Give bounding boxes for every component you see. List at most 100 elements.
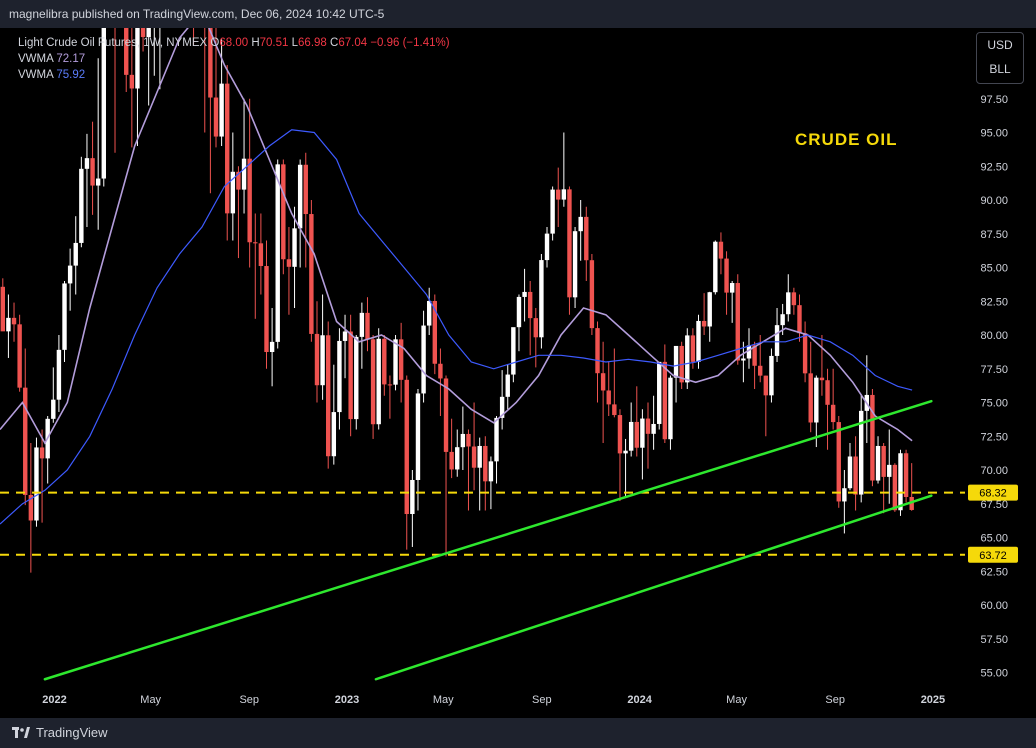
candle-body — [6, 317, 11, 332]
candle-body — [393, 339, 398, 385]
candle — [0, 278, 5, 332]
y-tick-label: 97.50 — [980, 94, 1008, 106]
candle — [129, 28, 135, 148]
unit-label: BLL — [989, 62, 1011, 76]
candle — [230, 132, 236, 241]
candle-body — [797, 305, 802, 334]
candle — [572, 227, 578, 308]
candles-layer — [0, 28, 914, 573]
change-value: −0.96 (−1.41%) — [370, 37, 450, 49]
low-value: 66.98 — [298, 37, 327, 49]
x-tick-label: May — [433, 694, 454, 706]
candle — [140, 28, 146, 52]
high-label: H — [251, 37, 260, 49]
candle — [617, 409, 623, 502]
candle-body — [320, 335, 325, 386]
candle-body — [875, 445, 881, 481]
candle-body — [230, 171, 236, 214]
y-tick-label: 90.00 — [980, 195, 1008, 207]
low-label: L — [291, 37, 299, 49]
candle-body — [247, 158, 252, 243]
candle — [213, 28, 219, 148]
candle-body — [634, 421, 639, 448]
vwma-fast-line — [0, 28, 913, 445]
price-level-badge — [968, 546, 1018, 563]
candle-body — [309, 214, 314, 334]
candle-body — [814, 377, 819, 423]
candle-body — [62, 283, 67, 350]
candle — [511, 327, 516, 383]
chart-area[interactable]: 55.00 57.50 60.00 62.50 65.00 67.50 70.00 72.50… — [0, 28, 1036, 718]
y-tick-label: 85.00 — [980, 263, 1008, 275]
legend-vwma-fast[interactable]: VWMA 72.17 — [18, 51, 450, 67]
candle-body — [791, 292, 797, 306]
candle-body — [337, 340, 342, 413]
candle-body — [326, 335, 331, 457]
candle-body — [90, 158, 95, 186]
candle — [264, 240, 269, 369]
tradingview-logo[interactable]: TradingView — [12, 725, 108, 740]
candle — [477, 437, 482, 511]
candle — [258, 213, 264, 295]
candle — [398, 322, 404, 403]
candle-body — [595, 328, 600, 374]
candle — [101, 28, 106, 187]
candle-body — [909, 497, 914, 510]
candle — [365, 297, 370, 352]
candle — [640, 409, 645, 480]
candle — [853, 436, 858, 511]
candle-body — [73, 242, 78, 266]
candle-body — [668, 377, 673, 440]
candle — [455, 429, 460, 477]
candle — [494, 416, 499, 484]
candle-body — [640, 418, 645, 448]
candle — [499, 370, 505, 430]
candle-body — [527, 291, 533, 319]
candle-body — [685, 335, 690, 383]
tradingview-logo-icon — [12, 726, 30, 738]
currency-unit-button[interactable]: USD BLL — [976, 32, 1024, 84]
candle — [623, 438, 628, 497]
candle — [701, 293, 707, 335]
candle — [354, 335, 359, 430]
candle-body — [438, 363, 443, 379]
candle — [359, 302, 365, 369]
candle — [769, 348, 774, 403]
candle-body — [95, 178, 101, 186]
candle-body — [701, 320, 707, 327]
levels-layer — [0, 491, 965, 556]
candle-body — [404, 379, 409, 515]
vwma-slow-value: 75.92 — [56, 69, 86, 81]
candle — [808, 341, 813, 433]
x-tick-label: May — [726, 694, 747, 706]
legend-vwma-slow[interactable]: VWMA 75.92 — [18, 67, 450, 83]
publisher-text: magnelibra published on TradingView.com,… — [9, 7, 385, 21]
x-tick-label: 2025 — [921, 694, 945, 706]
candle — [410, 470, 415, 547]
candle — [814, 375, 819, 448]
candle-body — [522, 291, 527, 297]
candle-body — [892, 464, 898, 511]
price-chart[interactable]: 55.00 57.50 60.00 62.50 65.00 67.50 70.00 72.50… — [0, 28, 1036, 718]
y-tick-label: 92.50 — [980, 161, 1008, 173]
candle — [567, 186, 572, 315]
candle — [628, 402, 634, 457]
candle — [466, 429, 471, 511]
candle-body — [258, 243, 264, 267]
candle-body — [903, 453, 909, 497]
candle — [774, 308, 780, 362]
candle — [51, 367, 56, 423]
candle-body — [84, 158, 90, 169]
vwma-slow-line — [0, 129, 913, 525]
price-level-label: 63.72 — [979, 550, 1007, 562]
candle-body — [387, 384, 393, 386]
symbol-title[interactable]: Light Crude Oil Futures, 1W, NYMEX — [18, 37, 208, 49]
header-bar: magnelibra published on TradingView.com,… — [0, 0, 1036, 28]
vwma-fast-label: VWMA — [18, 53, 54, 65]
candle — [443, 375, 449, 557]
candle-body — [23, 387, 28, 495]
candle-body — [550, 189, 555, 234]
candle — [124, 28, 129, 92]
candle — [39, 429, 45, 523]
candle-body — [887, 464, 892, 477]
